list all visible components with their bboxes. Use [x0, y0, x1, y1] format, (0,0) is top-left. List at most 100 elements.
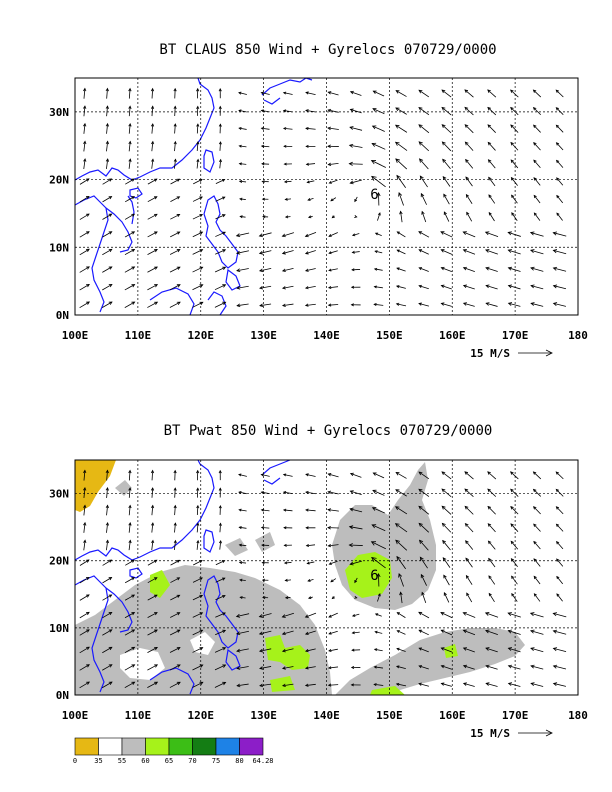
wind-vector — [441, 629, 453, 636]
wind-vector — [371, 160, 386, 168]
wind-vector-head — [441, 89, 446, 94]
wind-vector — [464, 506, 474, 515]
wind-vector-head — [485, 629, 490, 634]
wind-vector-head — [222, 664, 227, 668]
wind-vector-head — [176, 594, 181, 598]
wind-vector-head — [533, 523, 537, 527]
wind-vector — [556, 177, 564, 186]
wind-vector-head — [418, 302, 422, 306]
vector-reference-head — [545, 349, 553, 357]
wind-vector-head — [131, 664, 136, 668]
wind-vector — [83, 505, 86, 516]
wind-vector-head — [153, 178, 158, 182]
wind-vector — [510, 89, 519, 98]
y-tick-label: 10N — [49, 241, 69, 254]
wind-vector-head — [351, 614, 356, 617]
wind-vector — [102, 266, 113, 273]
x-tick-label: 150E — [376, 329, 403, 342]
wind-vector-head — [131, 213, 136, 217]
wind-vector-head — [154, 612, 158, 616]
wind-vector-head — [305, 649, 309, 653]
wind-vector — [305, 612, 317, 618]
wind-vector — [395, 141, 408, 151]
wind-vector — [147, 284, 158, 291]
wind-vector — [397, 630, 406, 635]
wind-vector — [147, 664, 158, 671]
wind-vector-head — [258, 631, 264, 636]
wind-vector-head — [395, 107, 400, 112]
wind-vector-head — [281, 251, 286, 255]
wind-vector — [441, 488, 452, 497]
wind-vector — [395, 158, 408, 170]
wind-vector-head — [370, 541, 377, 546]
wind-vector-head — [351, 631, 355, 635]
wind-vector — [106, 522, 109, 533]
wind-vector — [442, 176, 451, 187]
wind-vector-head — [283, 144, 287, 148]
wind-vector-head — [260, 526, 265, 530]
wind-vector — [441, 683, 452, 687]
wind-vector-head — [396, 630, 400, 633]
wind-vector — [238, 110, 247, 113]
wind-vector-head — [304, 683, 309, 687]
wind-vector-head — [281, 233, 286, 238]
wind-vector-head — [484, 612, 490, 616]
legend-label: 65 — [165, 757, 173, 765]
wind-vector — [307, 561, 315, 564]
wind-vector — [443, 211, 450, 222]
wind-vector-head — [351, 250, 355, 254]
wind-vector-head — [86, 231, 90, 235]
wind-vector — [236, 250, 250, 254]
wind-vector — [395, 124, 408, 133]
wind-vector — [259, 268, 272, 272]
wind-vector-head — [555, 107, 560, 111]
wind-vector — [464, 89, 474, 98]
legend-swatch — [121, 737, 146, 756]
wind-vector — [328, 162, 339, 166]
wind-vector — [83, 540, 86, 551]
wind-vector — [534, 212, 541, 221]
wind-vector-head — [260, 508, 265, 512]
x-tick-label: 170E — [502, 709, 529, 722]
wind-vector-head — [199, 178, 203, 182]
wind-vector-head — [507, 647, 513, 651]
wind-vector — [530, 612, 544, 618]
wind-vector-head — [441, 522, 446, 527]
wind-vector — [305, 109, 316, 113]
wind-vector-head — [418, 284, 422, 288]
wind-vector-head — [284, 215, 289, 219]
wind-vector-head — [305, 144, 309, 148]
wind-vector — [192, 577, 203, 583]
wind-vector-head — [462, 266, 467, 271]
wind-vector-head — [418, 629, 423, 633]
wind-vector-head — [371, 556, 377, 563]
wind-vector-head — [83, 486, 87, 491]
y-tick-label: 0N — [56, 309, 69, 322]
wind-vector — [397, 612, 406, 618]
wind-vector — [533, 177, 541, 186]
wind-vector-head — [487, 523, 492, 527]
wind-vector-head — [305, 508, 309, 512]
wind-vector-head — [108, 231, 113, 235]
wind-vector-head — [281, 683, 286, 688]
wind-vector-head — [395, 682, 400, 686]
wind-vector-head — [284, 197, 288, 201]
wind-vector — [169, 266, 181, 273]
wind-vector-head — [420, 573, 425, 579]
wind-vector-head — [328, 268, 332, 272]
wind-vector — [151, 470, 154, 481]
wind-vector — [488, 159, 496, 169]
wind-vector-head — [196, 522, 200, 526]
wind-vector-head — [443, 592, 447, 596]
wind-vector-head — [328, 631, 332, 635]
wind-vector-head — [395, 90, 400, 94]
wind-vector — [170, 577, 180, 583]
wind-vector-head — [485, 302, 490, 306]
wind-vector — [485, 665, 498, 670]
wind-vector — [236, 232, 250, 237]
wind-vector — [508, 665, 521, 670]
wind-vector — [533, 523, 541, 532]
wind-vector-head — [176, 612, 181, 616]
wind-vector-head — [552, 249, 558, 254]
wind-vector — [533, 159, 541, 169]
